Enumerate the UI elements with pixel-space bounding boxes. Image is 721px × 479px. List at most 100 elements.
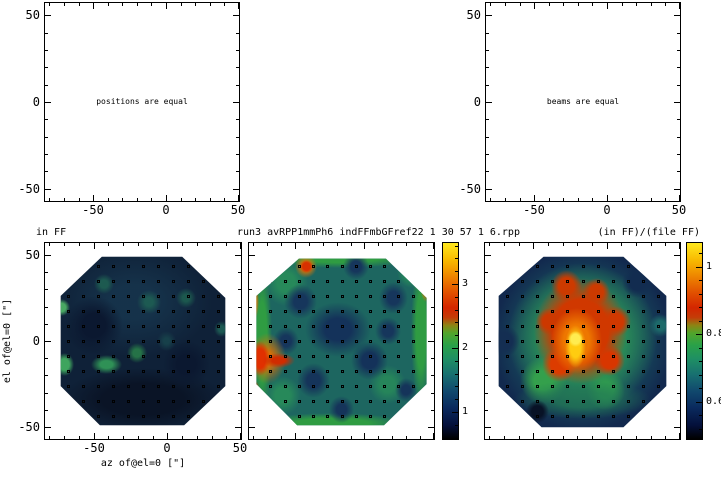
data-point-marker — [283, 400, 287, 404]
x-axis-label: az of@el=0 ["] — [100, 458, 186, 469]
colorbar-tick — [455, 374, 458, 375]
data-point-marker — [596, 385, 600, 389]
colorbar-tick — [699, 415, 702, 416]
data-point-marker — [641, 400, 645, 404]
data-point-marker — [354, 400, 358, 404]
heatmap-blob — [263, 258, 290, 267]
panel-in-ff: -50 0 50 -50 0 50 — [18, 242, 247, 454]
axis-tick — [323, 436, 324, 439]
axis-tick — [122, 198, 123, 201]
axis-tick — [433, 243, 434, 249]
axis-tick — [45, 137, 48, 138]
colorbar-tick-label: 0.8 — [706, 328, 721, 339]
axis-tick — [636, 3, 637, 6]
data-point-marker — [566, 264, 570, 268]
y-tick-label: -50 — [18, 182, 40, 196]
axis-tick — [236, 171, 239, 172]
data-point-marker — [397, 279, 401, 283]
data-point-marker — [66, 324, 70, 328]
axis-tick — [428, 341, 434, 342]
data-point-marker — [157, 415, 161, 419]
data-point-marker — [521, 400, 525, 404]
data-point-marker — [626, 279, 630, 283]
data-point-marker — [411, 355, 415, 359]
data-point-marker — [172, 340, 176, 343]
axis-tick — [364, 243, 365, 249]
heatmap-blob — [213, 321, 226, 338]
data-point-marker — [326, 264, 330, 268]
data-point-marker — [312, 324, 315, 328]
data-point-marker — [581, 370, 585, 374]
data-point-marker — [368, 415, 372, 419]
axis-tick — [563, 3, 564, 6]
data-point-marker — [536, 264, 540, 268]
data-point-marker — [172, 264, 176, 268]
data-point-marker — [611, 400, 615, 404]
data-point-marker — [506, 415, 510, 419]
data-point-marker — [126, 400, 130, 404]
data-point-marker — [397, 324, 401, 328]
data-point-marker — [187, 400, 191, 404]
subtitle-right: (in FF)/(file FF) — [597, 227, 700, 238]
axis-tick — [674, 427, 680, 428]
heatmap-blob — [567, 331, 584, 347]
data-point-marker — [126, 294, 130, 298]
data-point-marker — [368, 294, 372, 298]
data-point-marker — [142, 415, 145, 419]
data-point-marker — [626, 340, 630, 343]
data-point-marker — [566, 400, 570, 404]
data-point-marker — [506, 340, 510, 343]
axis-tick — [677, 33, 680, 34]
data-point-marker — [368, 355, 372, 359]
x-tick-label: -50 — [523, 203, 545, 217]
axis-tick — [677, 171, 680, 172]
data-point-marker — [566, 309, 570, 313]
axis-tick — [665, 243, 666, 246]
axis-tick — [45, 272, 48, 273]
data-point-marker — [326, 324, 330, 328]
axis-tick — [485, 410, 488, 411]
axis-tick — [253, 243, 254, 246]
data-point-marker — [111, 370, 115, 374]
colorbar-tick — [699, 361, 702, 362]
data-point-marker — [157, 355, 161, 359]
data-point-marker — [81, 385, 85, 389]
heatmap-blob — [600, 305, 632, 338]
data-point-marker — [172, 355, 176, 359]
axis-tick — [504, 436, 505, 439]
axis-tick — [212, 436, 213, 439]
data-point-marker — [626, 309, 630, 313]
data-point-marker — [383, 340, 387, 343]
axis-tick — [79, 436, 80, 439]
axis-tick — [224, 198, 225, 201]
y-tick-label: 0 — [32, 334, 40, 348]
axis-tick — [240, 433, 241, 439]
data-point-marker — [111, 279, 115, 283]
data-point-marker — [506, 370, 510, 374]
data-point-marker — [111, 294, 115, 298]
data-point-marker — [581, 279, 585, 283]
axis-tick — [486, 85, 489, 86]
data-point-marker — [96, 415, 100, 419]
axis-tick — [238, 358, 241, 359]
data-point-marker — [96, 370, 100, 374]
data-point-marker — [269, 294, 273, 298]
data-point-marker — [217, 400, 221, 404]
data-point-marker — [157, 294, 161, 298]
axis-tick — [677, 289, 680, 290]
data-point-marker — [566, 294, 570, 298]
colorbar-tick — [699, 429, 702, 430]
axis-tick — [108, 436, 109, 439]
axis-tick — [94, 243, 95, 249]
axis-tick — [534, 195, 535, 201]
axis-tick — [166, 3, 167, 9]
x-tick-label: 0 — [163, 441, 171, 455]
axis-tick — [45, 102, 51, 103]
axis-tick — [636, 243, 637, 246]
data-point-marker — [656, 340, 660, 343]
data-point-marker — [217, 355, 221, 359]
data-point-marker — [521, 324, 525, 328]
data-point-marker — [611, 355, 615, 359]
data-point-marker — [297, 355, 301, 359]
axis-tick — [486, 102, 492, 103]
